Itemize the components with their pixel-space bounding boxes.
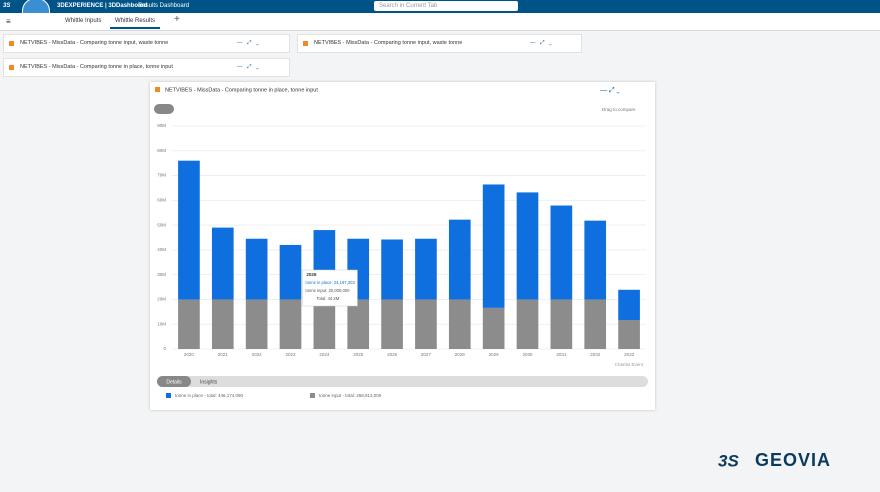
ds-logo: 3S xyxy=(3,3,11,9)
legend-swatch xyxy=(310,393,315,398)
bar-segment xyxy=(415,299,437,349)
y-tick-label: 10M xyxy=(157,321,166,326)
bar-segment xyxy=(313,299,336,349)
bar-segment xyxy=(618,320,640,349)
view-tab[interactable]: Details xyxy=(166,379,182,385)
bar-segment xyxy=(584,220,607,300)
bar-segment xyxy=(381,239,403,300)
bar-segment xyxy=(279,244,302,300)
bar-segment xyxy=(347,299,370,349)
legend-label: tonne input - total: 268,913,000 xyxy=(319,393,382,398)
tooltip xyxy=(302,269,358,307)
bar-segment xyxy=(448,299,471,349)
y-tick-label: 40M xyxy=(157,247,166,252)
widget-controls[interactable]: — ⤢ ⌄ xyxy=(237,64,259,70)
bar-segment xyxy=(550,205,573,300)
chart-type-toggle[interactable] xyxy=(154,104,174,114)
x-tick-label: 2021 xyxy=(218,352,229,357)
bar-segment xyxy=(482,307,505,349)
x-tick-label: 2029 xyxy=(489,352,500,357)
y-tick-label: 30M xyxy=(157,272,166,277)
view-tab-bar xyxy=(157,376,648,387)
widget-icon xyxy=(155,87,160,92)
widget-controls[interactable]: — ⤢ ⌄ xyxy=(237,40,259,46)
view-tab[interactable]: Insights xyxy=(200,379,218,385)
bar-segment xyxy=(245,238,268,300)
bar-segment xyxy=(381,299,403,349)
y-tick-label: 80M xyxy=(157,148,166,153)
view-tab-active[interactable] xyxy=(157,376,191,387)
widget-controls[interactable]: — ⤢ ⌄ xyxy=(530,40,552,46)
bar-segment xyxy=(245,299,268,349)
bar-segment xyxy=(584,299,607,349)
y-tick-label: 90M xyxy=(157,123,166,128)
add-tab[interactable]: + xyxy=(174,14,180,25)
search-placeholder: Search in Current Tab xyxy=(379,3,438,9)
drag-hint: Drag to compare xyxy=(602,107,636,112)
widget-title: NETVIBES - MissData - Comparing tonne in… xyxy=(20,40,169,46)
widget[interactable]: NETVIBES - MissData - Comparing tonne in… xyxy=(3,34,290,53)
y-tick-label: 50M xyxy=(157,222,166,227)
x-tick-label: 2033 xyxy=(624,352,635,357)
x-tick-label: 2020 xyxy=(184,352,195,357)
bar-segment xyxy=(415,238,437,300)
tab-active[interactable]: Whittle Results xyxy=(110,16,161,29)
brand: 3DEXPERIENCE | 3DDashboard xyxy=(57,3,148,9)
tooltip-line: tonne in place: 24,197,303 xyxy=(305,280,355,285)
credit: Chartist Event xyxy=(615,362,644,367)
x-tick-label: 2023 xyxy=(285,352,296,357)
bar-segment xyxy=(211,299,234,349)
bar-segment xyxy=(482,184,505,308)
legend-swatch xyxy=(166,393,171,398)
chart-title: NETVIBES - MissData - Comparing tonne in… xyxy=(165,87,318,93)
tooltip-title: 2026 xyxy=(306,272,317,277)
menu-icon[interactable]: ≡ xyxy=(6,17,11,26)
logo: GEOVIA xyxy=(755,450,831,470)
x-tick-label: 2030 xyxy=(522,352,533,357)
tab[interactable]: Whittle Inputs xyxy=(65,18,102,24)
widget-title: NETVIBES - MissData - Comparing tonne in… xyxy=(20,64,173,70)
x-tick-label: 2028 xyxy=(455,352,466,357)
tab-bar: ≡ Whittle Inputs Whittle Results + xyxy=(0,13,880,31)
tooltip-line: tonne input: 20,000,000 xyxy=(305,288,350,293)
x-tick-label: 2026 xyxy=(387,352,398,357)
x-tick-label: 2022 xyxy=(252,352,263,357)
y-tick-label: 0 xyxy=(163,346,166,351)
dashboard-name[interactable]: Results Dashboard xyxy=(138,3,190,9)
widget-controls[interactable]: — ⤢ ⌄ xyxy=(600,87,620,94)
bar-segment xyxy=(550,299,573,349)
x-tick-label: 2027 xyxy=(421,352,432,357)
legend-label: tonne in place - total: 446,174,090 xyxy=(175,393,244,398)
y-tick-label: 20M xyxy=(157,297,166,302)
x-tick-label: 2032 xyxy=(590,352,601,357)
bar-segment xyxy=(448,219,471,300)
bar-segment xyxy=(279,299,302,349)
bar-segment xyxy=(516,299,539,349)
widget[interactable]: NETVIBES - MissData - Comparing tonne in… xyxy=(297,34,582,53)
bar-segment xyxy=(178,160,200,300)
bar-segment xyxy=(211,227,234,300)
ds-logo: 3S xyxy=(718,451,739,470)
bar-segment xyxy=(178,299,200,349)
y-tick-label: 60M xyxy=(157,198,166,203)
bar-segment xyxy=(618,289,640,321)
widget-title: NETVIBES - MissData - Comparing tonne in… xyxy=(314,40,463,46)
x-tick-label: 2024 xyxy=(319,352,330,357)
search-box[interactable]: Search in Current Tab xyxy=(374,1,518,11)
x-tick-label: 2031 xyxy=(556,352,567,357)
x-tick-label: 2025 xyxy=(353,352,364,357)
bar-segment xyxy=(516,192,539,300)
widget[interactable]: NETVIBES - MissData - Comparing tonne in… xyxy=(3,58,290,77)
y-tick-label: 70M xyxy=(157,173,166,178)
tooltip-line: Total: 44.2M xyxy=(316,296,339,301)
